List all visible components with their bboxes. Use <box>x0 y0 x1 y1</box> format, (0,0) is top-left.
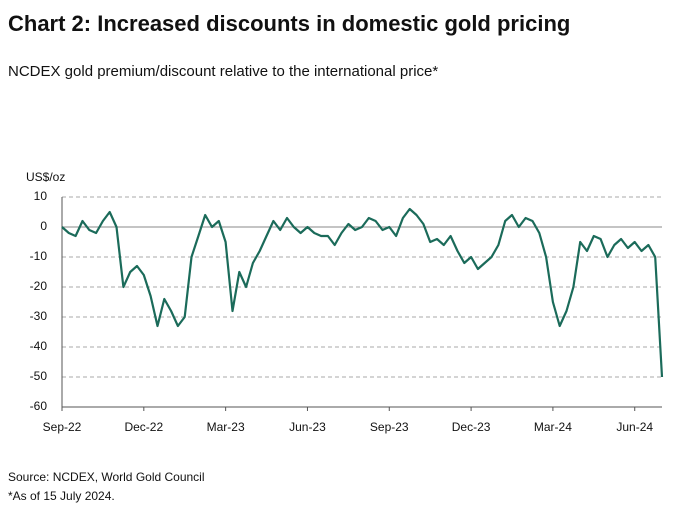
chart-title: Chart 2: Increased discounts in domestic… <box>8 11 570 36</box>
y-axis-label: US$/oz <box>26 170 65 184</box>
chart-subtitle: NCDEX gold premium/discount relative to … <box>8 63 438 80</box>
y-tick-label: -50 <box>30 369 48 383</box>
x-tick-label: Jun-24 <box>616 420 653 434</box>
y-tick-label: -10 <box>30 249 48 263</box>
y-tick-label: -20 <box>30 279 48 293</box>
x-tick-label: Sep-22 <box>43 420 82 434</box>
y-tick-label: -60 <box>30 399 48 413</box>
y-tick-label: 10 <box>34 189 48 203</box>
x-tick-label: Sep-23 <box>370 420 409 434</box>
x-tick-label: Mar-24 <box>534 420 572 434</box>
x-tick-label: Dec-22 <box>124 420 163 434</box>
y-tick-label: 0 <box>40 219 47 233</box>
y-tick-label: -40 <box>30 339 48 353</box>
source: Source: NCDEX, World Gold Council <box>8 470 205 484</box>
x-tick-label: Mar-23 <box>207 420 245 434</box>
x-tick-label: Jun-23 <box>289 420 326 434</box>
line <box>61 207 664 378</box>
x-tick-label: Dec-23 <box>452 420 491 434</box>
y-tick-label: -30 <box>30 309 48 323</box>
footnote: *As of 15 July 2024. <box>8 489 115 503</box>
